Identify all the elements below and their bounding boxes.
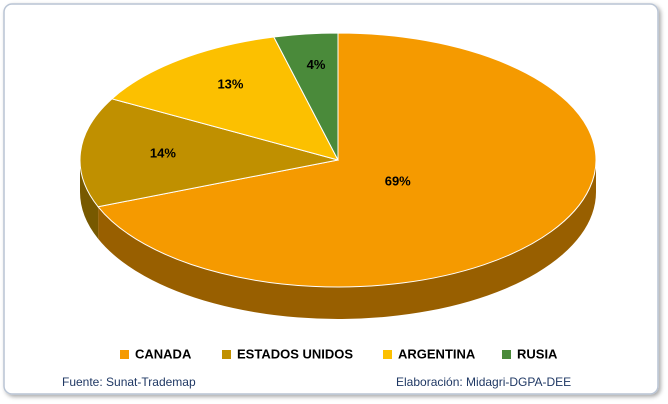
slice: [273, 32, 339, 161]
slice: [97, 32, 597, 288]
legend-label: ARGENTINA: [398, 346, 476, 361]
value-label: 4%: [307, 57, 326, 72]
legend-swatch: [120, 350, 129, 359]
value-label: 13%: [217, 76, 243, 91]
slice: [110, 36, 339, 161]
legend-label: CANADA: [135, 346, 192, 361]
slice-side: [80, 160, 99, 239]
slice-side: [98, 160, 596, 319]
value-label: 69%: [385, 173, 411, 188]
slice: [79, 98, 339, 208]
credit-note: Elaboración: Midagri-DGPA-DEE: [396, 375, 571, 389]
legend-swatch: [383, 350, 392, 359]
legend-label: RUSIA: [517, 346, 558, 361]
legend-label: ESTADOS UNIDOS: [237, 346, 353, 361]
source-note: Fuente: Sunat-Trademap: [62, 375, 196, 389]
legend-swatch: [502, 350, 511, 359]
legend-swatch: [222, 350, 231, 359]
value-label: 14%: [150, 145, 176, 160]
